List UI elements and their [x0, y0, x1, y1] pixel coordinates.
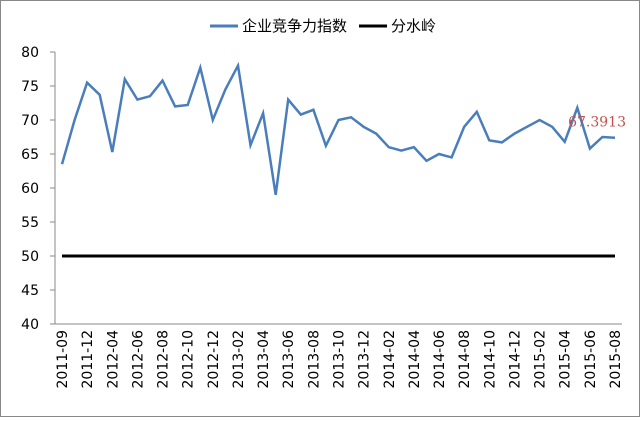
- x-tick-label: 2012-04: [105, 330, 121, 389]
- x-tick-label: 2012-08: [156, 330, 172, 389]
- y-tick-label: 65: [21, 147, 39, 163]
- x-tick-label: 2013-08: [306, 330, 322, 389]
- y-tick-label: 80: [21, 45, 39, 61]
- x-tick-label: 2012-06: [130, 330, 146, 389]
- data-label: 67.3913: [568, 115, 626, 131]
- y-tick-label: 70: [21, 113, 39, 129]
- x-tick-label: 2013-06: [281, 330, 297, 389]
- legend-label: 分水岭: [391, 17, 436, 35]
- x-tick-label: 2015-08: [608, 330, 624, 389]
- series-line: [60, 61, 616, 195]
- x-tick-label: 2013-04: [256, 330, 272, 389]
- x-tick-label: 2014-04: [407, 330, 423, 389]
- y-tick-label: 40: [21, 317, 39, 333]
- y-tick-label: 55: [21, 215, 39, 231]
- x-tick-label: 2015-04: [558, 330, 574, 389]
- x-tick-label: 2015-02: [533, 330, 549, 389]
- x-tick-label: 2014-02: [382, 330, 398, 389]
- x-tick-label: 2013-10: [332, 330, 348, 389]
- x-tick-label: 2013-02: [231, 330, 247, 389]
- x-tick-label: 2012-12: [206, 330, 222, 389]
- x-tick-label: 2011-12: [80, 330, 96, 389]
- x-tick-label: 2015-06: [583, 330, 599, 389]
- x-tick-label: 2014-08: [457, 330, 473, 389]
- y-tick-label: 60: [21, 181, 39, 197]
- x-tick-label: 2014-12: [507, 330, 523, 389]
- x-tick-label: 2012-10: [181, 330, 197, 389]
- x-tick-label: 2014-10: [482, 330, 498, 389]
- x-tick-label: 2014-06: [432, 330, 448, 389]
- y-tick-label: 75: [21, 79, 39, 95]
- legend-label: 企业竞争力指数: [242, 17, 347, 35]
- y-tick-label: 50: [21, 249, 39, 265]
- x-tick-label: 2011-09: [55, 330, 71, 389]
- y-tick-label: 45: [21, 283, 39, 299]
- x-tick-label: 2013-12: [357, 330, 373, 389]
